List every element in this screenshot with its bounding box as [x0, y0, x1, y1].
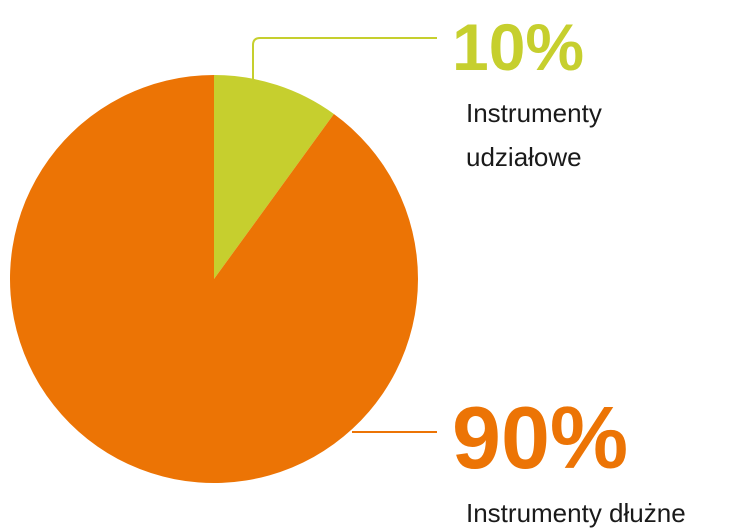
leader-line-equity: [252, 37, 437, 80]
pie-slices: [10, 75, 419, 483]
percent-label-equity: 10%: [452, 10, 584, 84]
slice-label-equity-line1: Instrumenty: [466, 98, 602, 128]
pie-slice-equity: [214, 75, 334, 279]
pie-slice-debt: [10, 75, 419, 483]
slice-label-debt: Instrumenty dłużne: [466, 498, 686, 528]
slice-label-equity-line2: udziałowe: [466, 142, 582, 172]
percent-label-debt: 90%: [452, 388, 628, 487]
